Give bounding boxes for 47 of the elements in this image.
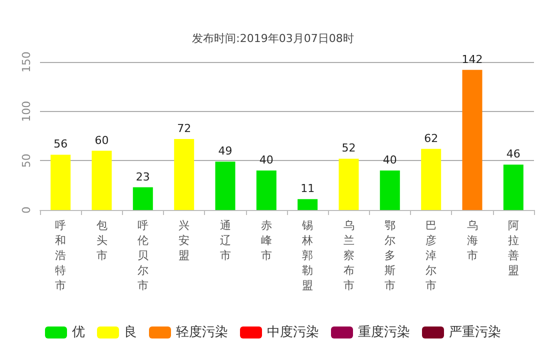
bar [338, 158, 359, 210]
legend-label: 轻度污染 [176, 324, 228, 340]
legend-label: 严重污染 [449, 325, 501, 340]
x-tick-label: 乌海市 [466, 219, 478, 262]
x-tick-label: 阿拉善盟 [508, 219, 519, 277]
bar [92, 150, 112, 210]
y-tick-label: 150 [20, 52, 33, 72]
y-tick-label: 0 [20, 206, 33, 214]
data-label: 46 [506, 148, 520, 161]
x-tick-label: 包头市 [96, 219, 108, 262]
data-label: 49 [218, 144, 232, 158]
y-tick-label: 100 [20, 100, 33, 122]
x-tick-label: 赤峰市 [260, 219, 272, 262]
x-tick-label: 鄂尔多斯市 [384, 219, 396, 292]
legend-label: 优 [72, 325, 85, 340]
data-label: 11 [300, 182, 315, 196]
x-tick-label: 锡林郭勒盟 [301, 219, 314, 292]
x-tick-label: 呼和浩特市 [55, 219, 66, 292]
x-tick-label: 呼伦贝尔市 [137, 219, 148, 292]
bar [174, 138, 194, 210]
legend-label: 良 [124, 325, 137, 340]
data-label: 40 [259, 154, 274, 167]
bar [132, 187, 153, 210]
y-tick-label: 50 [20, 154, 33, 168]
bar [215, 162, 236, 210]
x-tick-label: 乌兰察布市 [343, 219, 354, 292]
x-tick-label: 兴安盟 [178, 219, 190, 262]
legend-label: 中度污染 [267, 324, 319, 340]
x-tick-label: 巴彦淖尔市 [426, 219, 437, 292]
data-label: 72 [177, 122, 192, 135]
bar [421, 148, 442, 210]
data-label: 52 [342, 142, 356, 155]
data-label: 40 [382, 154, 397, 167]
x-tick-label: 通辽市 [220, 219, 231, 262]
data-label: 23 [136, 170, 150, 184]
legend-label: 重度污染 [358, 324, 410, 340]
bar [380, 170, 400, 210]
bar [256, 170, 276, 210]
bar [298, 199, 318, 210]
bar [503, 164, 524, 210]
data-label: 142 [462, 52, 483, 66]
bar [462, 70, 482, 210]
data-label: 60 [94, 134, 109, 147]
chart-title: 发布时间:2019年03月07日08时 [192, 32, 354, 45]
bar [50, 154, 71, 210]
data-label: 56 [54, 138, 68, 151]
data-label: 62 [424, 132, 438, 145]
